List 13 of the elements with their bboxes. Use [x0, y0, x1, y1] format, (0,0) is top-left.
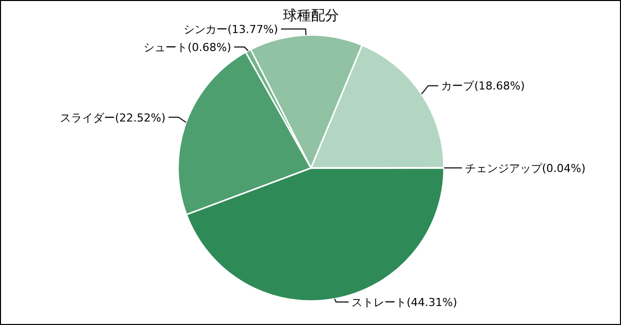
- slice-label: チェンジアップ: [465, 162, 543, 175]
- data-label: (0.04%): [542, 162, 586, 175]
- slice-label: シュート: [144, 41, 188, 54]
- chart-title: 球種配分: [283, 8, 339, 24]
- slice-label: スライダー: [60, 111, 116, 124]
- slice-label: ストレート: [352, 296, 407, 309]
- data-label: (13.77%): [227, 23, 278, 36]
- slice-label: シンカー: [183, 23, 228, 36]
- data-label: (18.68%): [474, 80, 525, 93]
- slice-label: カーブ: [441, 80, 476, 93]
- data-label: (44.31%): [406, 296, 458, 309]
- data-label: (22.52%): [115, 111, 166, 124]
- data-label: (0.68%): [188, 41, 232, 54]
